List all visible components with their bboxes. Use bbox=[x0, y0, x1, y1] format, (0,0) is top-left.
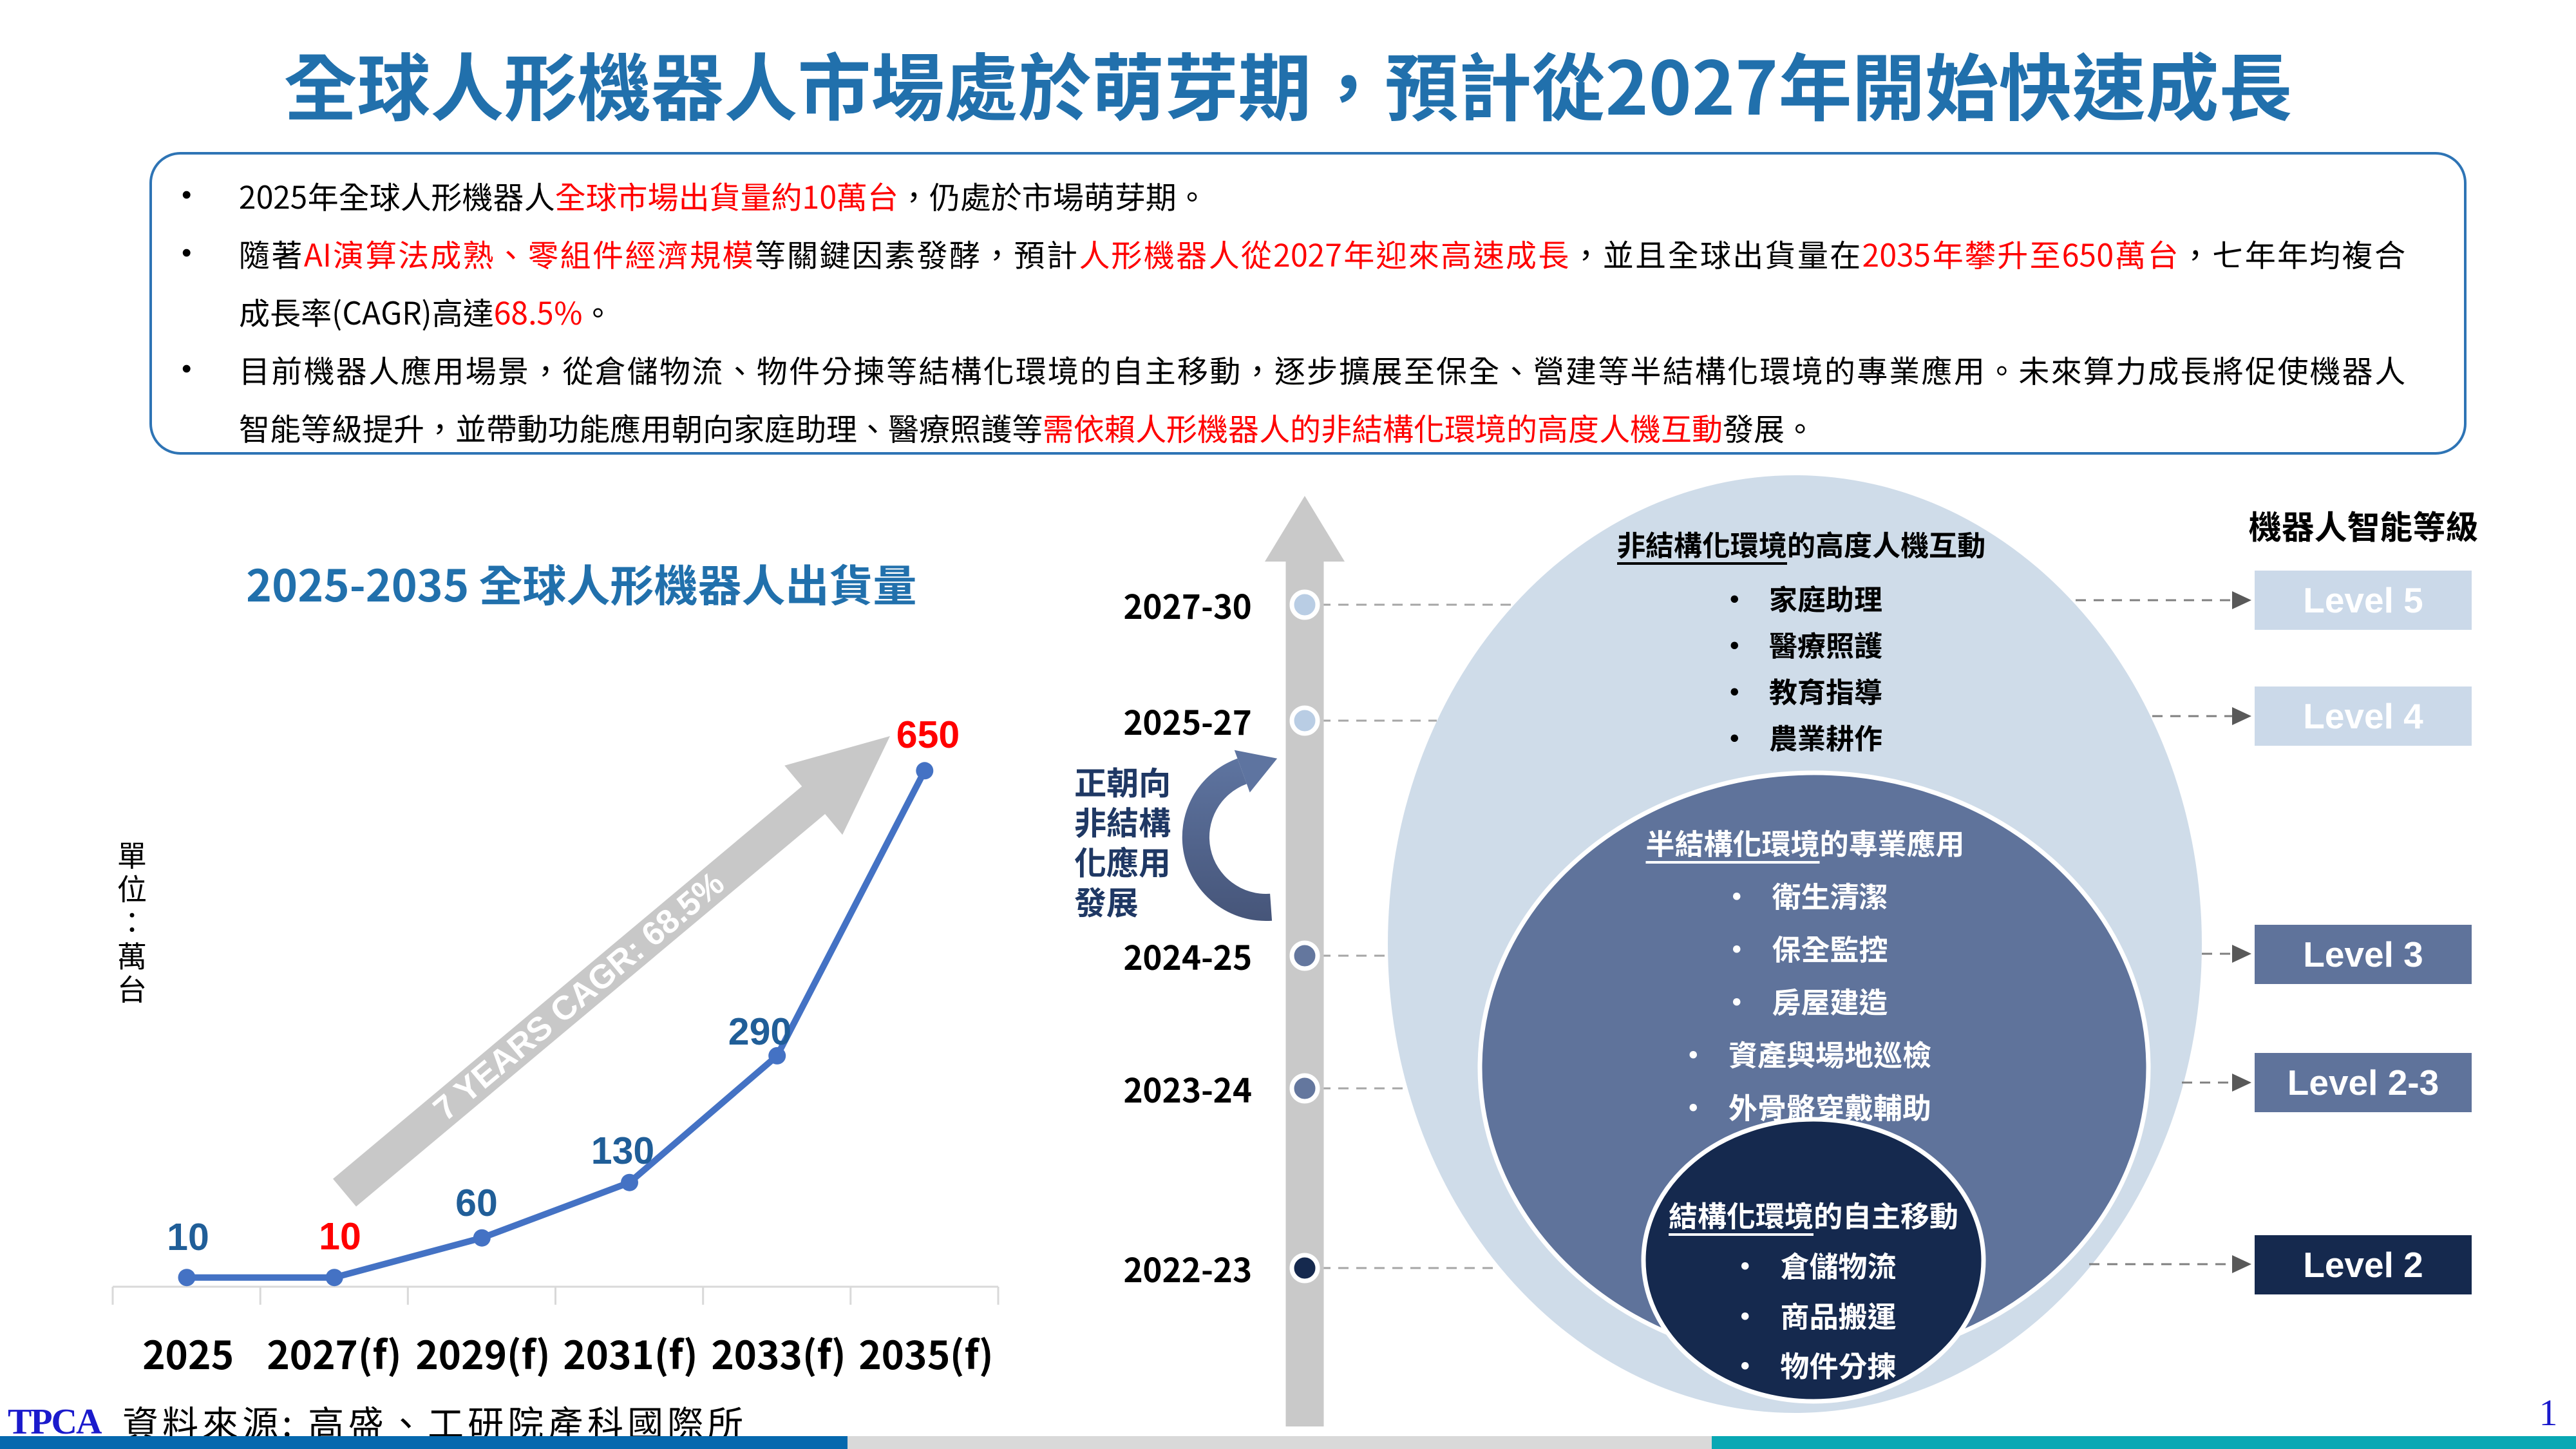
svg-text:7 YEARS CAGR: 68.5%: 7 YEARS CAGR: 68.5% bbox=[426, 864, 731, 1128]
